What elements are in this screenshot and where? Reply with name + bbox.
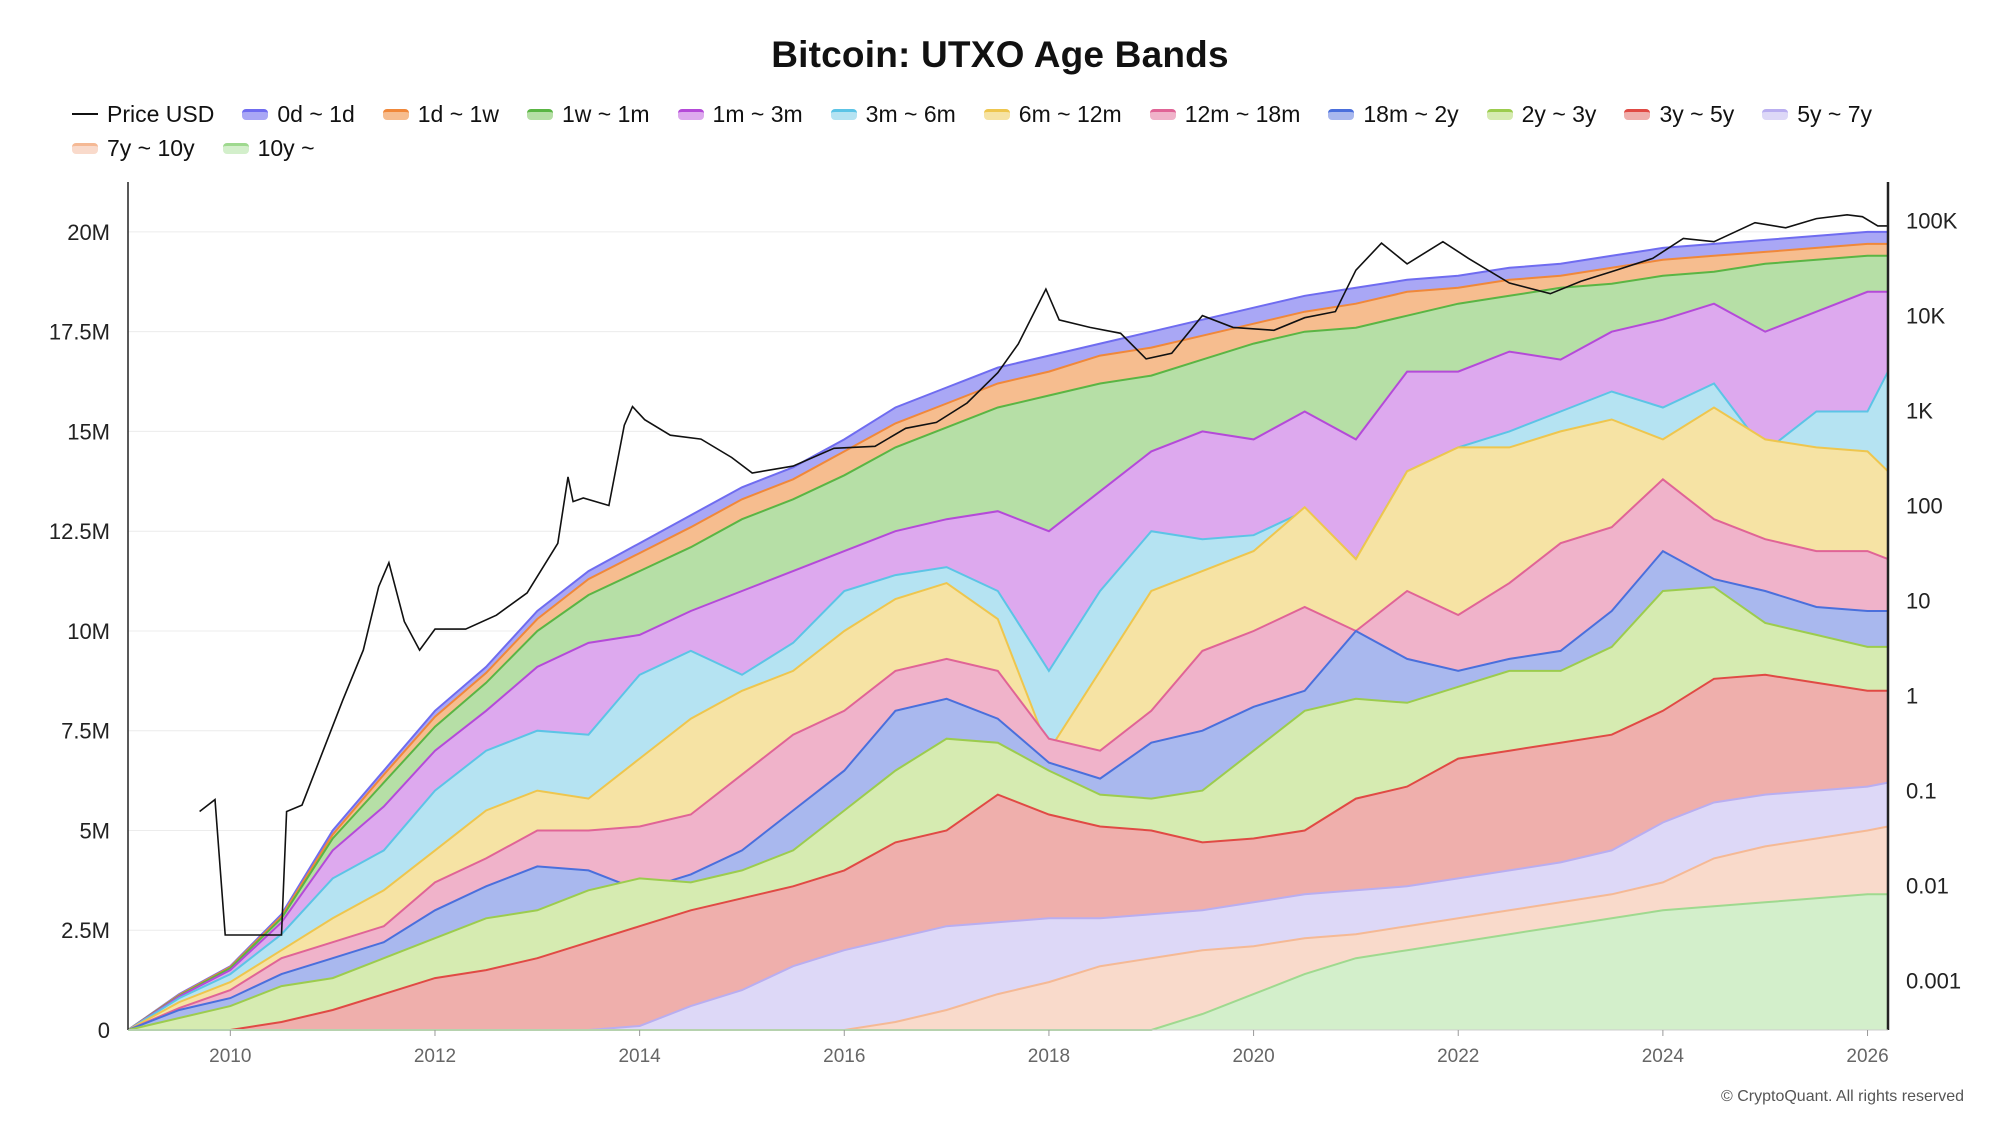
legend-item-1d-1w[interactable]: 1d ~ 1w (382, 100, 499, 128)
legend-item-18m-2y[interactable]: 18m ~ 2y (1328, 100, 1459, 128)
area-swatch-icon (1762, 108, 1789, 120)
legend-label: Price USD (107, 100, 215, 127)
x-tick-label: 2026 (1846, 1046, 1888, 1067)
area-band-5y-7y[interactable] (128, 782, 1888, 1030)
legend-label: 1m ~ 3m (712, 100, 803, 127)
y-left-tick-label: 0 (98, 1018, 110, 1043)
y-right-tick-label: 10 (1906, 588, 1930, 613)
y-right-tick-label: 0.01 (1906, 873, 1949, 898)
area-band-12m-18m[interactable] (128, 479, 1888, 1030)
legend-label: 1w ~ 1m (561, 100, 650, 127)
x-tick-label: 2014 (618, 1046, 661, 1067)
area-edge-line (127, 290, 1888, 1031)
area-swatch-icon (222, 142, 249, 154)
area-swatch-icon (1149, 108, 1176, 120)
legend-label: 0d ~ 1d (277, 100, 355, 127)
y-left-tick-label: 12.5M (49, 519, 110, 544)
y-right-tick-label: 100 (1906, 493, 1943, 518)
area-swatch-icon (72, 142, 98, 154)
legend-item-6m-12m[interactable]: 6m ~ 12m (983, 100, 1122, 128)
area-swatch-icon (1328, 108, 1355, 120)
stacked-areas (127, 230, 1889, 1031)
y-right-tick-label: 0.001 (1906, 968, 1961, 993)
price-usd-line[interactable] (199, 213, 1888, 936)
legend-item-1m-3m[interactable]: 1m ~ 3m (677, 100, 803, 128)
area-edge-line (127, 371, 1889, 1031)
x-tick-label: 2018 (1028, 1046, 1070, 1067)
y-left-tick-label: 5M (79, 818, 110, 843)
chart-title: Bitcoin: UTXO Age Bands (771, 34, 1229, 75)
area-swatch-icon (677, 108, 704, 120)
x-tick-label: 2010 (209, 1046, 251, 1067)
y-left-tick-label: 17.5M (49, 320, 110, 345)
legend-label: 1d ~ 1w (417, 100, 499, 127)
legend-item-12m-18m[interactable]: 12m ~ 18m (1149, 100, 1301, 128)
area-edge-line (127, 586, 1888, 1031)
legend-row: Price USD 0d ~ 1d 1d ~ 1w 1w ~ 1m 1m ~ 3m 3m… (72, 98, 1972, 130)
legend-label: 12m ~ 18m (1184, 100, 1301, 127)
legend-label: 5y ~ 7y (1797, 100, 1873, 127)
x-tick-label: 2012 (414, 1046, 456, 1067)
area-band-1m-3m[interactable] (128, 291, 1888, 1030)
x-tick-label: 2022 (1437, 1046, 1479, 1067)
legend-label: 3m ~ 6m (865, 100, 956, 127)
legend-label: 7y ~ 10y (107, 134, 195, 161)
y-left-tick-label: 7.5M (61, 719, 110, 744)
area-band-1d-1w[interactable] (128, 243, 1888, 1030)
area-band-10y-[interactable] (128, 894, 1888, 1030)
line-swatch-icon (72, 113, 98, 115)
area-edge-line (127, 477, 1889, 1031)
y-left-tick-label: 20M (67, 220, 110, 245)
area-band-6m-12m[interactable] (128, 407, 1888, 1031)
y-left-tick-label: 15M (67, 419, 110, 444)
copyright-notice: © CryptoQuant. All rights reserved (1721, 1088, 1964, 1105)
area-edge-line (127, 406, 1889, 1031)
area-edge-line (127, 254, 1888, 1031)
y-left-tick-label: 10M (67, 619, 110, 644)
area-band-3y-5y[interactable] (128, 674, 1888, 1030)
y-left-tick-label: 2.5M (61, 918, 110, 943)
area-edge-line (128, 673, 1888, 1031)
x-tick-label: 2024 (1642, 1046, 1685, 1067)
area-swatch-icon (830, 108, 857, 120)
legend-item-price[interactable]: Price USD (72, 101, 214, 128)
area-swatch-icon (382, 108, 409, 120)
y-right-tick-label: 100K (1906, 209, 1958, 234)
area-swatch-icon (242, 108, 269, 120)
area-band-2y-3y[interactable] (128, 587, 1888, 1030)
area-edge-line (127, 230, 1888, 1031)
legend-item-1w-1m[interactable]: 1w ~ 1m (526, 100, 650, 128)
legend-item-7y-10y[interactable]: 7y ~ 10y (72, 135, 195, 162)
legend-item-10y-[interactable]: 10y ~ (222, 134, 315, 162)
legend-label: 18m ~ 2y (1363, 100, 1459, 127)
legend-label: 6m ~ 12m (1018, 100, 1122, 127)
legend-item-3m-6m[interactable]: 3m ~ 6m (830, 100, 956, 128)
x-tick-label: 2020 (1232, 1046, 1274, 1067)
legend-label: 2y ~ 3y (1521, 100, 1597, 127)
y-right-tick-label: 0.1 (1906, 778, 1937, 803)
legend-item-3y-5y[interactable]: 3y ~ 5y (1624, 101, 1734, 128)
area-band-7y-10y[interactable] (128, 826, 1888, 1031)
legend-item-2y-3y[interactable]: 2y ~ 3y (1486, 100, 1597, 128)
area-swatch-icon (983, 108, 1010, 120)
legend: Price USD 0d ~ 1d 1d ~ 1w 1w ~ 1m 1m ~ 3m 3m… (72, 98, 1972, 164)
area-swatch-icon (1624, 108, 1651, 120)
legend-item-0d-1d[interactable]: 0d ~ 1d (242, 100, 355, 128)
y-right-tick-label: 1 (1906, 683, 1918, 708)
area-swatch-icon (526, 108, 553, 120)
area-band-18m-2y[interactable] (128, 551, 1888, 1030)
legend-label: 10y ~ (257, 134, 315, 161)
area-edge-line (127, 242, 1888, 1031)
legend-item-5y-7y[interactable]: 5y ~ 7y (1762, 101, 1872, 128)
area-edge-line (127, 549, 1888, 1031)
legend-label: 3y ~ 5y (1659, 100, 1735, 127)
y-right-tick-label: 1K (1906, 399, 1933, 424)
legend-row: 7y ~ 10y 10y ~ (72, 132, 1972, 164)
x-tick-label: 2016 (823, 1046, 865, 1067)
y-right-tick-label: 10K (1906, 304, 1945, 329)
area-band-1w-1m[interactable] (128, 255, 1888, 1031)
area-swatch-icon (1486, 108, 1513, 120)
